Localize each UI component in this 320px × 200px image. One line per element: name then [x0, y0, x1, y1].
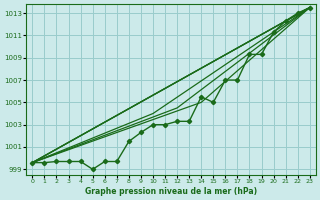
X-axis label: Graphe pression niveau de la mer (hPa): Graphe pression niveau de la mer (hPa) [85, 187, 257, 196]
